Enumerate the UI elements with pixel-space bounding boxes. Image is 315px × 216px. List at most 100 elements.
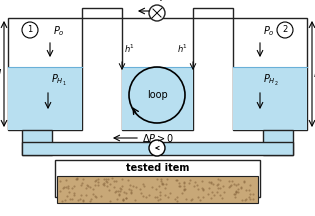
- Point: [141, 194, 146, 198]
- Point: [137, 187, 142, 191]
- Text: tested item: tested item: [126, 163, 189, 173]
- Point: [163, 182, 169, 186]
- Point: [241, 181, 246, 184]
- Point: [121, 199, 126, 202]
- Point: [107, 182, 112, 186]
- Point: [119, 184, 124, 187]
- Point: [93, 180, 98, 183]
- Point: [88, 197, 93, 201]
- Point: [181, 181, 186, 185]
- Point: [60, 187, 66, 190]
- Point: [246, 188, 251, 191]
- Point: [196, 195, 201, 199]
- Point: [208, 196, 213, 200]
- Text: $P_{H_1}$: $P_{H_1}$: [51, 73, 66, 88]
- Point: [98, 194, 103, 198]
- Point: [217, 193, 222, 196]
- Point: [69, 197, 74, 201]
- Point: [164, 177, 169, 181]
- Point: [236, 191, 241, 194]
- Point: [91, 192, 96, 195]
- Point: [181, 184, 186, 188]
- Point: [63, 178, 68, 182]
- Point: [173, 198, 178, 201]
- Bar: [233, 67, 307, 130]
- Point: [216, 177, 221, 181]
- Point: [61, 185, 66, 188]
- Point: [196, 187, 201, 191]
- Point: [182, 187, 187, 191]
- Point: [114, 189, 119, 193]
- Point: [191, 184, 196, 188]
- Point: [159, 179, 164, 183]
- Point: [85, 184, 90, 187]
- Point: [122, 191, 127, 194]
- Point: [160, 182, 165, 186]
- Point: [177, 184, 182, 188]
- Point: [232, 196, 238, 199]
- Point: [79, 181, 84, 184]
- Point: [101, 184, 106, 187]
- Point: [176, 181, 181, 184]
- Point: [243, 188, 249, 191]
- Point: [154, 177, 159, 181]
- Bar: [55, 160, 260, 197]
- Bar: [263, 130, 293, 155]
- Point: [123, 197, 128, 200]
- Point: [215, 187, 220, 190]
- Point: [106, 177, 111, 180]
- Point: [227, 184, 232, 187]
- Point: [234, 191, 239, 194]
- Point: [215, 190, 220, 193]
- Point: [93, 195, 98, 199]
- Point: [192, 180, 198, 183]
- Bar: [122, 67, 193, 130]
- Point: [177, 185, 182, 188]
- Point: [197, 199, 202, 202]
- Text: $P_o$: $P_o$: [263, 24, 275, 38]
- Point: [107, 199, 112, 202]
- Point: [80, 199, 85, 202]
- Point: [140, 182, 146, 186]
- Point: [66, 191, 72, 194]
- Bar: [22, 130, 52, 155]
- Point: [228, 183, 233, 187]
- Point: [58, 190, 63, 193]
- Point: [84, 183, 89, 187]
- Bar: [233, 18, 307, 130]
- Point: [117, 193, 122, 196]
- Point: [158, 190, 163, 194]
- Point: [139, 191, 144, 195]
- Point: [63, 198, 68, 202]
- Point: [69, 186, 74, 189]
- Point: [181, 180, 186, 184]
- Point: [251, 192, 256, 196]
- Point: [231, 193, 236, 196]
- Point: [207, 186, 212, 189]
- Bar: [193, 8, 233, 18]
- Point: [116, 189, 121, 193]
- Point: [221, 190, 226, 194]
- Point: [153, 195, 158, 199]
- Point: [81, 178, 86, 181]
- Point: [179, 192, 184, 195]
- Text: H: H: [314, 69, 315, 79]
- Point: [159, 177, 164, 181]
- Point: [127, 183, 132, 187]
- Bar: [57, 176, 258, 203]
- Point: [226, 179, 232, 182]
- Point: [233, 183, 238, 186]
- Point: [72, 193, 77, 197]
- Point: [175, 199, 180, 203]
- Text: $h^1$: $h^1$: [177, 43, 188, 55]
- Point: [120, 198, 125, 202]
- Point: [216, 183, 221, 186]
- Point: [112, 185, 117, 188]
- Point: [235, 188, 240, 191]
- Point: [154, 195, 159, 199]
- Point: [195, 183, 200, 187]
- Point: [64, 185, 69, 189]
- Point: [201, 195, 206, 199]
- Point: [76, 199, 81, 202]
- Point: [104, 181, 109, 184]
